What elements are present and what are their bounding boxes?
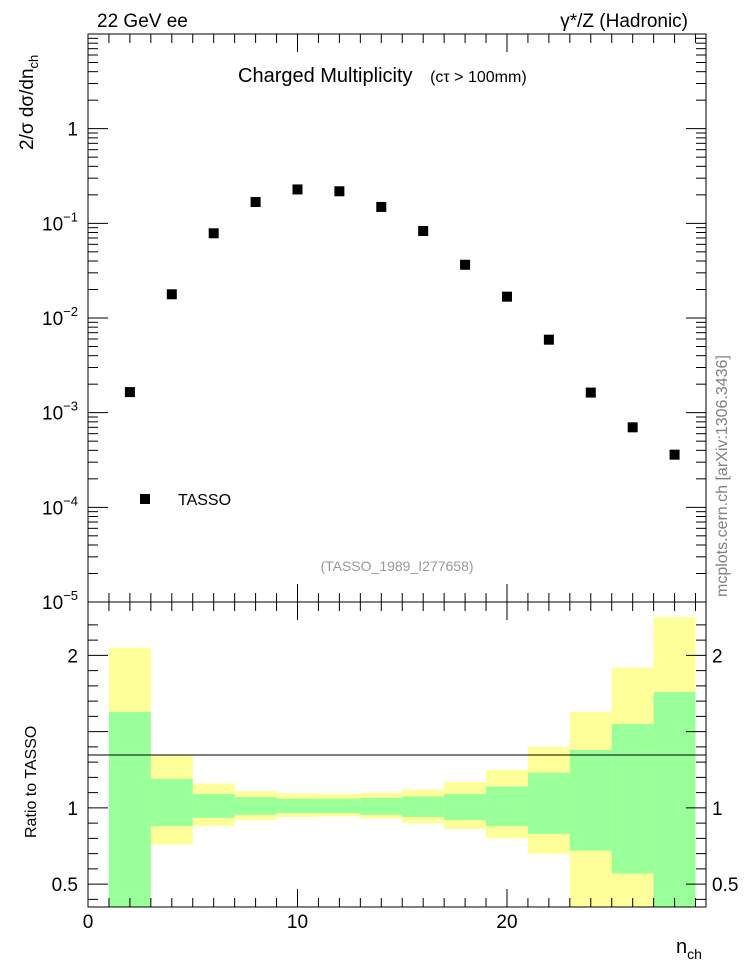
main-ticks	[87, 34, 706, 603]
ratio-y-axis-label: Ratio to TASSO	[23, 726, 40, 838]
main-y-axis-label: 2/σ dσ/dnch	[17, 55, 41, 150]
x-tick-label: 10	[287, 912, 308, 933]
main-y-tick-label: 1	[67, 120, 78, 141]
main-y-tick-label-exponent: −3	[63, 399, 78, 414]
main-y-tick-label-exponent: −2	[63, 304, 78, 319]
x-tick-label: 0	[83, 912, 94, 933]
main-y-tick-label-base: 10	[42, 309, 63, 330]
side-label: mcplots.cern.ch [arXiv:1306.3436]	[714, 355, 731, 597]
ratio-band-inner	[318, 798, 361, 814]
main-frame	[87, 33, 707, 603]
ratio-bands	[108, 617, 696, 907]
main-y-tick-label: 10−4	[42, 493, 78, 519]
ratio-band-inner	[234, 797, 277, 815]
chart-title: Charged Multiplicity (cτ > 100mm)	[238, 65, 527, 87]
ratio-y-tick-label-left: 1	[67, 799, 78, 820]
ratio-y-tick-label-right: 0.5	[712, 875, 738, 896]
ratio-band-inner	[611, 724, 654, 874]
ratio-y-tick-label-left: 0.5	[52, 875, 78, 896]
main-y-tick-labels: 10−510−410−310−210−11	[42, 120, 78, 614]
header-left-label: 22 GeV ee	[97, 11, 188, 32]
data-point	[501, 291, 512, 302]
data-point	[334, 186, 345, 197]
ratio-band-inner	[192, 794, 235, 818]
ratio-band-inner	[402, 796, 445, 818]
main-y-tick-label-base: 10	[42, 404, 63, 425]
ratio-band-inner	[108, 711, 151, 907]
data-point	[208, 228, 219, 239]
data-point	[250, 197, 261, 208]
main-y-tick-label-base: 10	[42, 593, 63, 614]
chart-title-text: Charged Multiplicity	[238, 65, 413, 87]
main-data-points	[124, 184, 680, 460]
data-point	[376, 201, 387, 212]
main-y-tick-label: 10−3	[42, 399, 78, 425]
main-y-axis-label-sub: ch	[26, 55, 41, 69]
data-point	[124, 387, 135, 398]
data-point	[669, 449, 680, 460]
data-point	[627, 422, 638, 433]
data-point	[543, 334, 554, 345]
main-y-tick-label: 10−1	[42, 209, 78, 235]
chart-title-note: (cτ > 100mm)	[430, 69, 527, 86]
header-right-label: γ*/Z (Hadronic)	[560, 11, 688, 32]
ratio-panel: 0.5 0.51 12 20 10 20 Ratio to TASSO nch	[23, 601, 739, 962]
ratio-band-inner	[486, 786, 528, 827]
ratio-band-inner	[653, 691, 696, 907]
ratio-y-tick-label-left: 2	[67, 646, 78, 667]
main-panel: 10−510−410−310−210−11 Charged Multiplici…	[17, 33, 707, 614]
ratio-band-inner	[527, 772, 570, 834]
ratio-band-inner	[360, 797, 403, 815]
data-point	[460, 259, 471, 270]
data-point	[292, 184, 303, 195]
legend: TASSO	[140, 492, 231, 509]
main-y-tick-label-base: 1	[67, 120, 78, 141]
ratio-y-tick-label-right: 2	[712, 646, 723, 667]
ratio-band-inner	[276, 798, 319, 814]
data-point	[166, 289, 177, 300]
main-y-tick-label-base: 10	[42, 498, 63, 519]
ratio-band-inner	[444, 794, 487, 821]
main-y-tick-label-exponent: −5	[63, 588, 78, 603]
data-point	[585, 387, 596, 398]
watermark-label: (TASSO_1989_I277658)	[320, 558, 473, 574]
main-y-tick-label-exponent: −4	[63, 493, 78, 508]
main-y-tick-label: 10−5	[42, 588, 78, 614]
ratio-band-inner	[569, 749, 612, 851]
x-tick-label: 20	[496, 912, 517, 933]
ratio-band-inner	[150, 778, 193, 827]
main-y-tick-label: 10−2	[42, 304, 78, 330]
ratio-frame	[87, 601, 707, 908]
ratio-x-axis-label-sub: ch	[687, 946, 702, 962]
main-y-tick-label-base: 10	[42, 214, 63, 235]
main-y-axis-label-text: 2/σ dσ/dn	[17, 68, 38, 150]
data-point	[418, 225, 429, 236]
legend-marker	[140, 494, 150, 504]
ratio-y-tick-label-right: 1	[712, 799, 723, 820]
ratio-tick-labels: 0.5 0.51 12 20 10 20	[52, 646, 739, 933]
legend-label: TASSO	[178, 492, 231, 509]
ratio-x-axis-label: nch	[676, 936, 702, 962]
main-y-tick-label-exponent: −1	[63, 209, 78, 224]
ratio-x-axis-label-text: n	[676, 936, 687, 958]
